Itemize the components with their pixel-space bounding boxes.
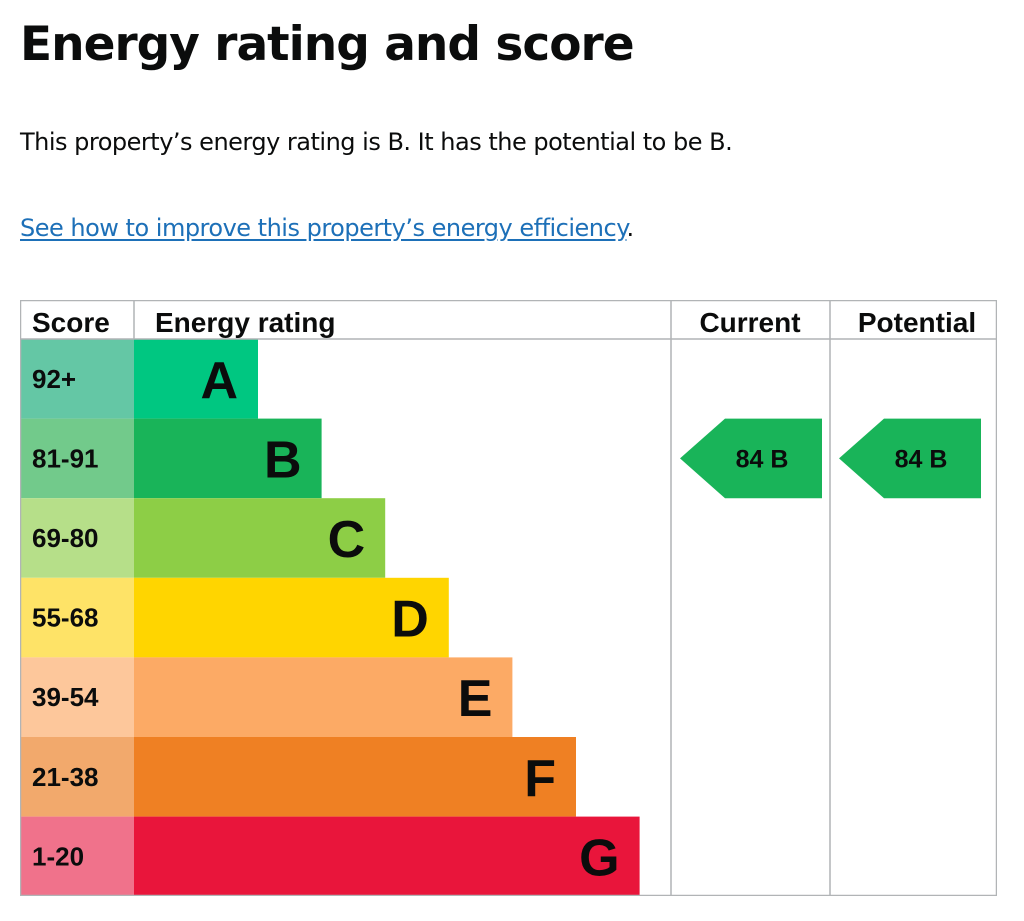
score-label-b: 81-91 xyxy=(32,443,99,473)
score-cell-f xyxy=(20,737,134,817)
energy-rating-graph: 92+ A81-91 B69-80 C55-68 D39-54 E21-38 F1-20 G … xyxy=(20,300,997,896)
current-rating-label: 84 B xyxy=(736,445,789,473)
score-cell-d xyxy=(20,577,134,658)
rating-bar-b xyxy=(134,418,322,499)
score-cell-c xyxy=(20,498,134,578)
current-rating-arrow xyxy=(680,418,822,499)
chart-border xyxy=(20,300,997,896)
potential-rating-arrow xyxy=(839,418,981,499)
band-letter-e: E xyxy=(458,670,493,728)
improve-link-line: See how to improve this property’s energ… xyxy=(20,214,634,242)
score-cell-a xyxy=(20,339,134,419)
rating-arrows: 84 B 84 B xyxy=(680,418,981,499)
potential-column-header: Potential xyxy=(858,307,976,338)
improve-efficiency-link[interactable]: See how to improve this property’s energ… xyxy=(20,214,627,242)
rating-bar-a xyxy=(134,339,258,419)
rating-summary: This property’s energy rating is B. It h… xyxy=(20,128,733,156)
score-cell-b xyxy=(20,418,134,499)
improve-link-suffix: . xyxy=(626,214,635,242)
band-letter-g: G xyxy=(579,829,619,887)
band-letter-d: D xyxy=(391,591,429,649)
score-label-d: 55-68 xyxy=(32,603,99,633)
score-label-f: 21-38 xyxy=(32,762,99,792)
band-letter-c: C xyxy=(328,511,366,569)
potential-rating-label: 84 B xyxy=(895,445,948,473)
score-column-header: Score xyxy=(32,307,110,338)
page-title: Energy rating and score xyxy=(20,17,635,72)
rating-bands: 92+ A 81-91 B 69-80 C 55-68 D 39-54 E 21-38 F 1-20 G xyxy=(20,339,640,896)
rating-bar-g xyxy=(134,816,640,896)
rating-bar-d xyxy=(134,577,449,658)
energy-rating-column-header: Energy rating xyxy=(155,307,335,338)
current-column-header: Current xyxy=(699,307,800,338)
band-letter-a: A xyxy=(200,352,238,410)
rating-bar-c xyxy=(134,498,386,578)
band-letter-b: B xyxy=(264,431,302,489)
score-cell-e xyxy=(20,657,134,737)
band-letter-f: F xyxy=(524,750,556,808)
score-cell-g xyxy=(20,816,134,896)
score-label-g: 1-20 xyxy=(32,841,84,871)
chart-gridlines xyxy=(20,300,997,896)
score-label-a: 92+ xyxy=(32,364,76,394)
energy-rating-chart: 92+ A 81-91 B 69-80 C 55-68 D 39-54 E 21-38 F 1-20 G … xyxy=(20,300,997,896)
score-label-c: 69-80 xyxy=(32,523,99,553)
rating-bar-e xyxy=(134,657,513,737)
score-label-e: 39-54 xyxy=(32,682,99,712)
rating-bar-f xyxy=(134,737,576,817)
